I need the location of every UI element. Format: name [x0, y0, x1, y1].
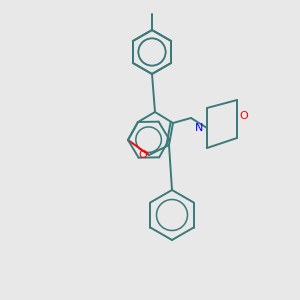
Text: O: O	[138, 150, 147, 160]
Text: N: N	[195, 123, 203, 133]
Text: O: O	[239, 111, 248, 121]
